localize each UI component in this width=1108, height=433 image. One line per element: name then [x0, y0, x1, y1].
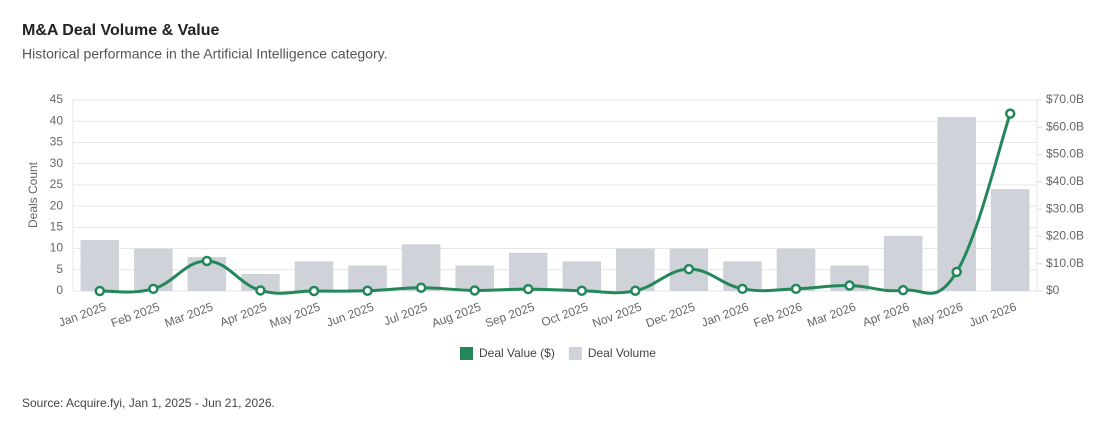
bar	[937, 116, 976, 291]
x-tick-label: Oct 2025	[539, 300, 590, 330]
y2-tick-label: $60.0B	[1046, 119, 1084, 133]
y-tick-label: 35	[50, 135, 64, 149]
y-tick-label: 25	[50, 177, 64, 191]
line-point	[951, 266, 962, 278]
x-tick-label: Apr 2025	[218, 300, 269, 330]
line-point	[255, 285, 266, 296]
x-tick-label: Jun 2025	[324, 300, 375, 330]
y2-tick-label: $50.0B	[1046, 147, 1084, 161]
x-tick-label: Apr 2026	[861, 300, 912, 330]
y2-tick-label: $10.0B	[1046, 256, 1084, 270]
x-tick-label: Jan 2026	[699, 300, 750, 330]
line-point	[897, 284, 909, 296]
line-point	[683, 263, 695, 275]
bar	[990, 189, 1030, 291]
y2-tick-label: $40.0B	[1046, 174, 1084, 188]
line-point	[94, 285, 106, 297]
bar	[616, 248, 655, 291]
x-tick-label: Jun 2026	[967, 300, 1018, 330]
line-point	[148, 283, 159, 295]
y2-tick-label: $70.0B	[1046, 92, 1084, 106]
x-tick-label: Aug 2025	[430, 300, 483, 331]
line-point	[737, 283, 748, 295]
line-point	[308, 285, 320, 297]
x-tick-label: Jul 2025	[382, 300, 430, 329]
y-axis-label: Deals Count	[26, 161, 40, 228]
y2-tick-label: $20.0B	[1046, 229, 1084, 243]
x-tick-label: Feb 2026	[752, 300, 805, 331]
x-tick-label: May 2025	[268, 300, 323, 331]
x-tick-label: Jan 2025	[57, 300, 108, 330]
chart-title: M&A Deal Volume & Value	[22, 22, 219, 39]
line-point	[844, 280, 855, 291]
line-point	[469, 285, 480, 296]
chart-subtitle: Historical performance in the Artificial…	[22, 46, 387, 62]
legend-swatch	[568, 347, 582, 360]
source-note: Source: Acquire.fyi, Jan 1, 2025 - Jun 2…	[22, 396, 275, 410]
y-tick-label: 5	[56, 262, 63, 276]
line	[99, 113, 1012, 295]
x-tick-label: Dec 2025	[644, 300, 697, 331]
legend-swatch	[460, 347, 473, 360]
y2-tick-label: $30.0B	[1046, 201, 1084, 215]
y-tick-label: 45	[50, 92, 64, 106]
x-tick-label: May 2026	[910, 300, 965, 331]
line-point	[415, 282, 427, 293]
line-point	[362, 285, 373, 296]
y-tick-label: 10	[50, 241, 64, 255]
line-point	[576, 285, 588, 296]
x-tick-label: Sep 2025	[483, 300, 536, 331]
line-point	[790, 283, 802, 295]
bar	[80, 240, 120, 291]
x-tick-label: Mar 2026	[805, 300, 858, 331]
y2-tick-label: $0	[1046, 283, 1060, 297]
y-tick-label: 15	[50, 220, 64, 234]
legend-label: Deal Value ($)	[479, 346, 555, 360]
line-point	[522, 283, 534, 295]
bar	[883, 235, 923, 291]
y-tick-label: 30	[50, 156, 64, 170]
line-point	[1004, 108, 1016, 119]
line-point	[201, 255, 213, 267]
line-point	[630, 285, 641, 296]
y-tick-label: 40	[50, 113, 64, 127]
x-tick-label: Feb 2025	[109, 300, 162, 331]
x-tick-label: Mar 2025	[163, 300, 216, 331]
legend-label: Deal Volume	[588, 346, 656, 360]
y-tick-label: 20	[50, 198, 64, 212]
x-tick-label: Nov 2025	[590, 300, 643, 331]
y-tick-label: 0	[56, 283, 63, 297]
